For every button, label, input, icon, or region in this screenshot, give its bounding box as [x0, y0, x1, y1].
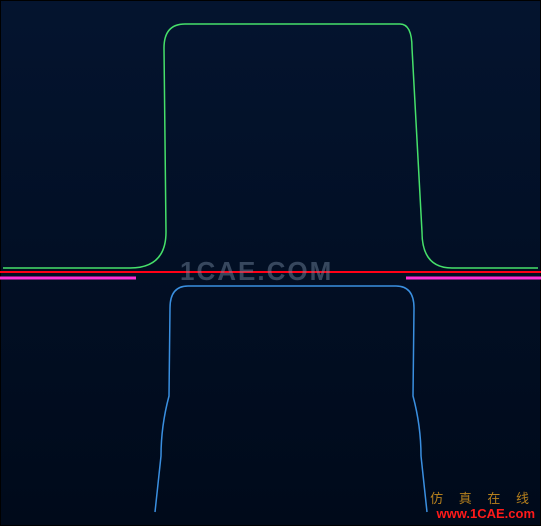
top-profile	[3, 24, 538, 268]
cad-canvas: 1CAE.COM 仿 真 在 线 www.1CAE.com	[0, 0, 541, 526]
bottom-profile	[155, 286, 427, 512]
drawing-layer	[0, 0, 541, 526]
